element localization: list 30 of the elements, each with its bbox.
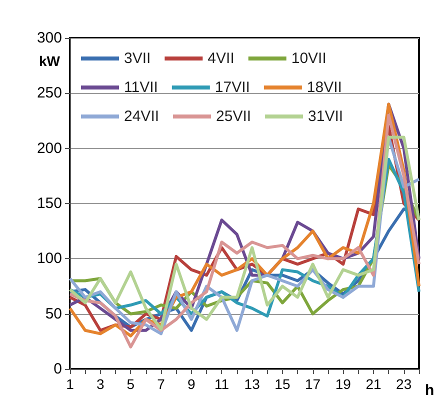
x-tick-label: 7 bbox=[157, 376, 166, 392]
x-tick-label: 15 bbox=[274, 376, 290, 392]
x-tick-label: 21 bbox=[366, 376, 382, 392]
x-tick-label: 23 bbox=[396, 376, 412, 392]
y-tick-label: 300 bbox=[36, 30, 62, 46]
y-tick-label: 0 bbox=[54, 360, 62, 378]
legend-label: 31VII bbox=[308, 108, 344, 125]
x-tick-label: 9 bbox=[187, 376, 196, 392]
y-axis-title: kW bbox=[39, 53, 61, 69]
y-tick-label: 150 bbox=[36, 195, 62, 212]
legend-label: 3VII bbox=[124, 50, 151, 67]
y-tick-label: 200 bbox=[36, 140, 62, 157]
x-tick-label: 11 bbox=[214, 376, 230, 392]
x-tick-label: 3 bbox=[96, 376, 104, 392]
legend-label: 25VII bbox=[216, 108, 252, 125]
x-tick-label: 13 bbox=[244, 376, 260, 392]
y-tick-label: 250 bbox=[36, 84, 62, 102]
legend-label: 24VII bbox=[124, 108, 160, 125]
y-tick-label: 50 bbox=[45, 305, 62, 322]
legend-label: 10VII bbox=[291, 50, 326, 67]
x-axis-title: h bbox=[425, 382, 434, 399]
x-tick-label: 17 bbox=[304, 376, 321, 392]
x-tick-label: 1 bbox=[66, 376, 74, 392]
x-tick-label: 5 bbox=[126, 376, 135, 392]
x-tick-label: 19 bbox=[335, 376, 352, 392]
legend-label: 4VII bbox=[208, 50, 234, 67]
legend-label: 11VII bbox=[124, 79, 158, 96]
legend-label: 17VII bbox=[214, 79, 250, 96]
legend-label: 18VII bbox=[306, 79, 342, 96]
y-tick-label: 100 bbox=[36, 250, 62, 268]
